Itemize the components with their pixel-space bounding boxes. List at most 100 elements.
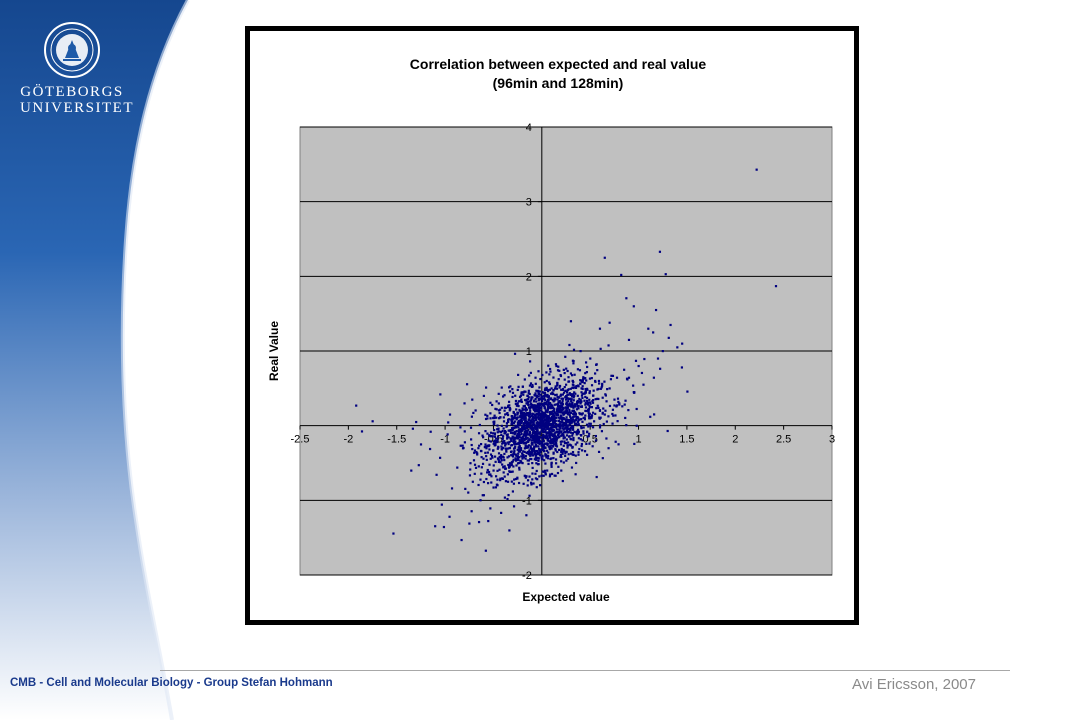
data-point bbox=[534, 376, 537, 379]
data-point bbox=[470, 443, 473, 447]
data-point bbox=[562, 431, 566, 434]
data-point bbox=[552, 376, 555, 379]
data-point bbox=[534, 472, 537, 475]
data-point bbox=[531, 448, 535, 451]
data-point bbox=[517, 385, 520, 388]
data-point bbox=[555, 393, 558, 396]
data-point bbox=[523, 437, 526, 441]
data-point bbox=[545, 426, 548, 429]
data-point bbox=[524, 419, 527, 422]
data-point bbox=[515, 408, 518, 411]
data-point bbox=[542, 435, 545, 438]
data-point bbox=[513, 415, 516, 418]
data-point bbox=[489, 431, 493, 434]
data-point bbox=[509, 407, 512, 410]
data-point bbox=[548, 420, 552, 423]
data-point bbox=[580, 391, 583, 394]
data-point bbox=[534, 454, 538, 457]
data-point bbox=[522, 422, 526, 425]
data-point bbox=[527, 444, 531, 447]
data-point bbox=[635, 424, 638, 427]
data-point bbox=[584, 406, 588, 409]
data-point bbox=[535, 396, 538, 399]
data-point bbox=[548, 448, 551, 451]
data-point bbox=[565, 416, 568, 419]
x-tick-label: 0.5 bbox=[583, 434, 598, 446]
data-point bbox=[511, 455, 515, 458]
data-point bbox=[480, 456, 483, 459]
data-point bbox=[517, 450, 520, 453]
data-point bbox=[496, 469, 499, 472]
data-point bbox=[591, 426, 595, 429]
data-point bbox=[448, 413, 452, 416]
data-point bbox=[545, 442, 548, 445]
data-point bbox=[555, 426, 558, 429]
data-point bbox=[577, 385, 580, 388]
data-point bbox=[594, 439, 598, 442]
chart-frame: Correlation between expected and real va… bbox=[245, 26, 859, 625]
data-point bbox=[573, 419, 577, 422]
data-point bbox=[585, 442, 588, 445]
data-point bbox=[524, 412, 527, 415]
data-point bbox=[587, 411, 590, 414]
data-point bbox=[541, 437, 544, 441]
data-point bbox=[560, 447, 563, 451]
data-point bbox=[527, 412, 530, 415]
data-point bbox=[567, 453, 570, 456]
data-point bbox=[569, 431, 573, 434]
data-point bbox=[560, 449, 563, 452]
data-point bbox=[520, 417, 524, 420]
data-point bbox=[565, 403, 569, 406]
data-point bbox=[635, 407, 638, 411]
data-point bbox=[521, 409, 524, 412]
data-point bbox=[546, 457, 550, 460]
data-point bbox=[537, 414, 541, 417]
data-point bbox=[618, 402, 621, 405]
data-point bbox=[504, 447, 507, 450]
data-point bbox=[625, 297, 628, 300]
data-point bbox=[479, 499, 482, 502]
data-point bbox=[592, 389, 595, 392]
data-point bbox=[560, 460, 563, 463]
data-point bbox=[566, 441, 570, 444]
data-point bbox=[545, 400, 549, 403]
data-point bbox=[537, 397, 541, 400]
data-point bbox=[545, 456, 548, 459]
data-point bbox=[547, 364, 550, 367]
data-point bbox=[474, 466, 478, 469]
data-point bbox=[534, 434, 537, 437]
data-point bbox=[548, 433, 551, 437]
data-point bbox=[516, 423, 519, 427]
data-point bbox=[539, 422, 543, 425]
data-point bbox=[569, 387, 572, 390]
data-point bbox=[562, 461, 565, 464]
data-point bbox=[586, 388, 589, 391]
data-point bbox=[529, 454, 532, 457]
data-point bbox=[480, 466, 483, 469]
data-point bbox=[570, 374, 574, 377]
data-point bbox=[515, 464, 518, 467]
data-point bbox=[583, 416, 586, 420]
data-point bbox=[516, 476, 519, 479]
data-point bbox=[543, 411, 547, 415]
data-point bbox=[547, 415, 550, 418]
data-point bbox=[585, 423, 589, 426]
data-point bbox=[520, 418, 523, 422]
data-point bbox=[558, 400, 561, 403]
university-name-line2: UNIVERSITET bbox=[20, 100, 134, 116]
data-point bbox=[550, 412, 553, 415]
data-point bbox=[627, 409, 630, 412]
data-point bbox=[463, 430, 466, 433]
data-point bbox=[473, 463, 477, 466]
data-point bbox=[565, 459, 568, 462]
data-point bbox=[548, 406, 551, 409]
data-point bbox=[537, 457, 540, 460]
data-point bbox=[594, 372, 597, 375]
data-point bbox=[482, 480, 486, 484]
data-point bbox=[544, 399, 547, 402]
data-point bbox=[571, 409, 575, 412]
data-point bbox=[499, 477, 502, 480]
data-point bbox=[546, 416, 549, 420]
data-point bbox=[576, 400, 579, 404]
data-point bbox=[499, 479, 502, 482]
